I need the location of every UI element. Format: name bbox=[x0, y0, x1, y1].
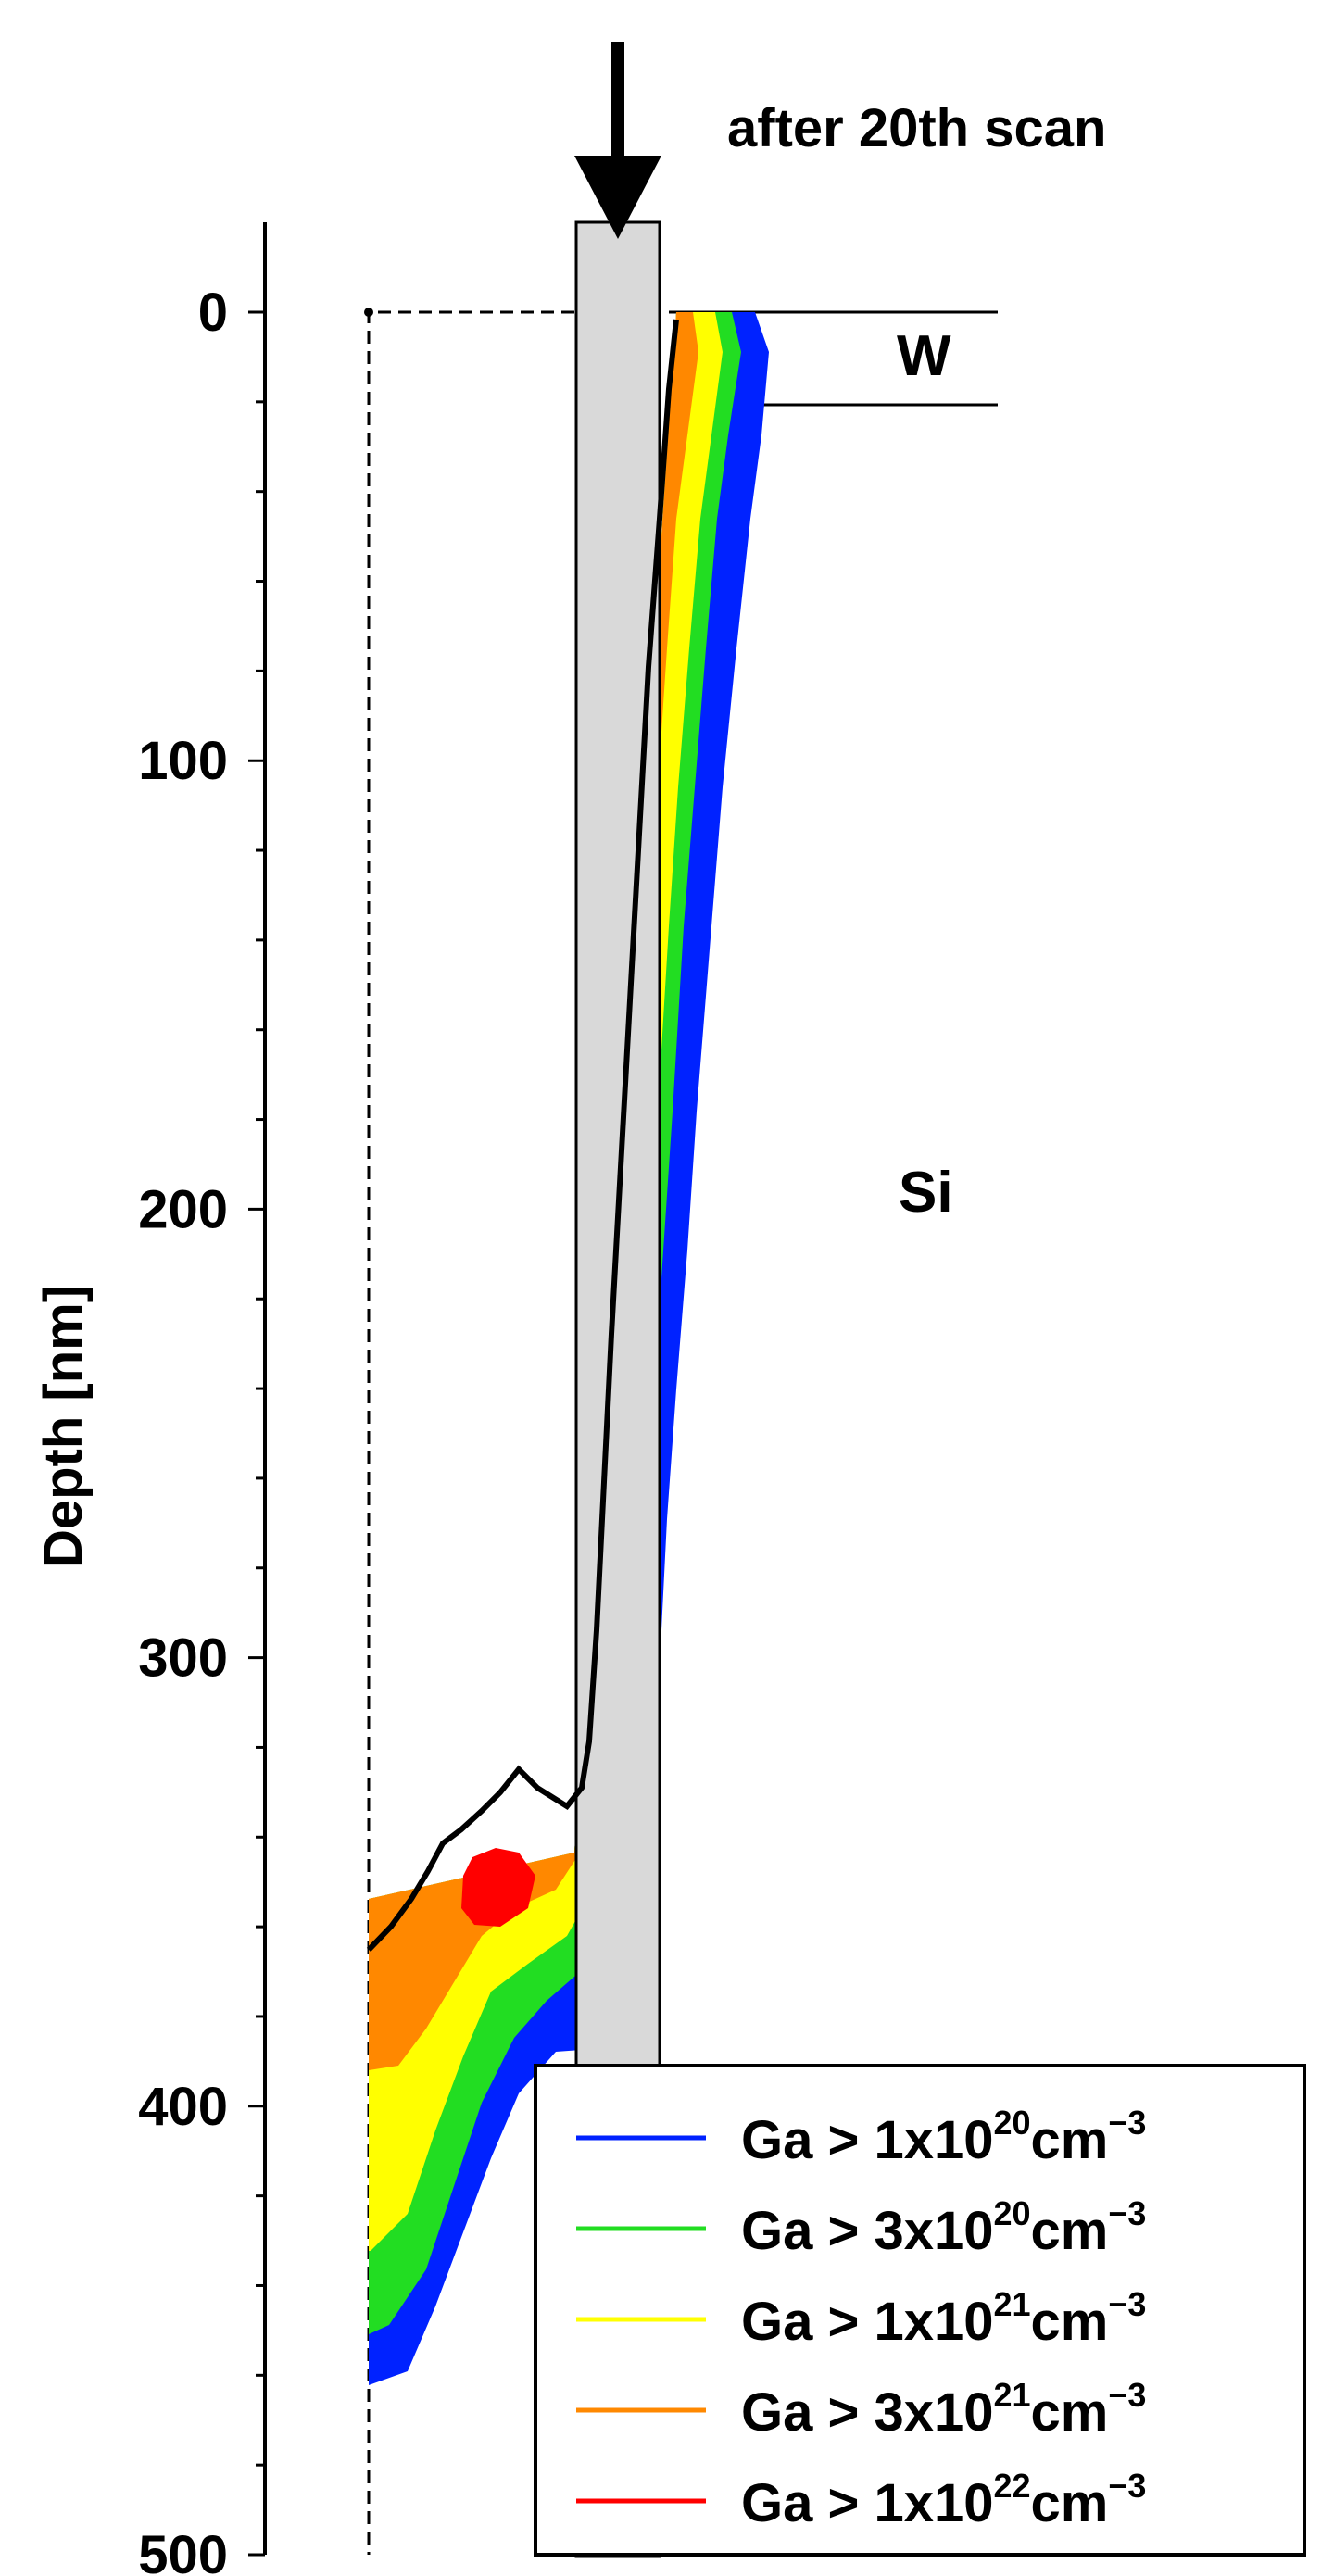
legend-entry: Ga > 1x1022cm−3 bbox=[741, 2467, 1146, 2533]
region-label-si: Si bbox=[899, 1161, 953, 1225]
legend-box bbox=[534, 2064, 1306, 2557]
legend-entry: Ga > 3x1020cm−3 bbox=[741, 2194, 1146, 2261]
band-ga-1e22 bbox=[461, 1848, 535, 1927]
y-tick-label: 100 bbox=[138, 731, 228, 791]
y-tick-label: 500 bbox=[138, 2525, 228, 2576]
chart-title: after 20th scan bbox=[727, 98, 1106, 158]
surface-corner-marker bbox=[364, 308, 373, 317]
trench-outline bbox=[366, 319, 679, 1953]
y-tick-label: 300 bbox=[138, 1628, 228, 1689]
region-label-w: W bbox=[897, 324, 951, 388]
legend-entry: Ga > 1x1021cm−3 bbox=[741, 2285, 1146, 2352]
legend-entry: Ga > 3x1021cm−3 bbox=[741, 2376, 1146, 2443]
beam-arrow-icon bbox=[574, 42, 661, 239]
legend-entry: Ga > 1x1020cm−3 bbox=[741, 2104, 1146, 2170]
y-axis-label: Depth [nm] bbox=[33, 1285, 94, 1568]
y-tick-label: 0 bbox=[198, 283, 228, 343]
legend: Ga > 1x1020cm−3 Ga > 3x1020cm−3 Ga > 1x102… bbox=[534, 2064, 1306, 2557]
y-axis: 0 100 200 300 400 500 bbox=[138, 222, 267, 2576]
y-tick-label: 400 bbox=[138, 2077, 228, 2137]
y-tick-label: 200 bbox=[138, 1179, 228, 1239]
